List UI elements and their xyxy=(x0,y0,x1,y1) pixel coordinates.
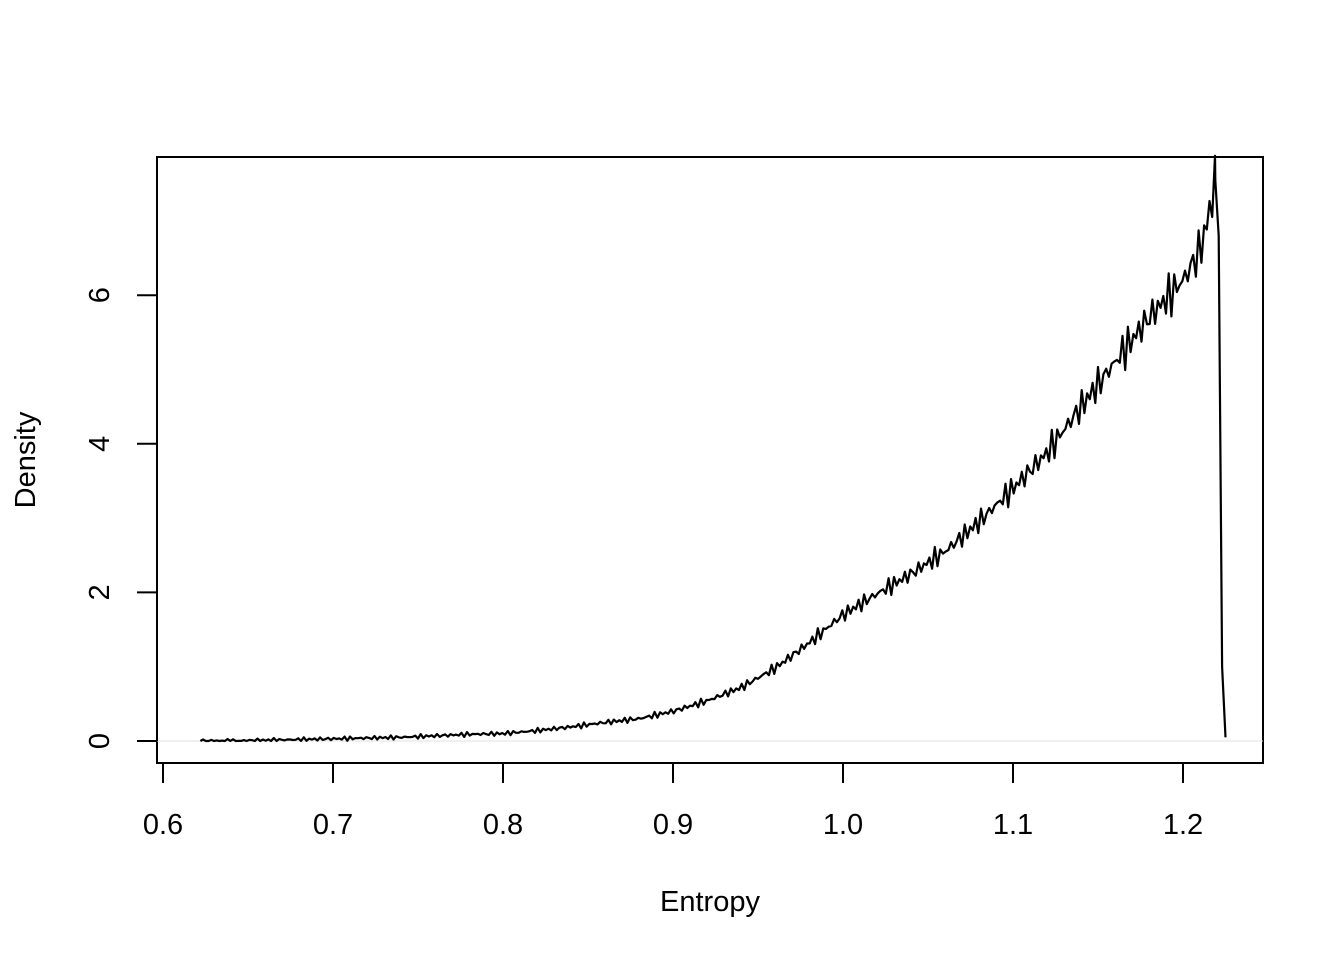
x-tick-label: 1.2 xyxy=(1163,809,1203,841)
x-tick-label: 0.9 xyxy=(653,809,693,841)
x-tick-label: 1.0 xyxy=(823,809,863,841)
x-tick-label: 1.1 xyxy=(993,809,1033,841)
x-axis: 0.6 0.7 0.8 0.9 1.0 1.1 1.2 xyxy=(143,762,1203,841)
x-tick-label: 0.6 xyxy=(143,809,183,841)
density-line xyxy=(199,154,1227,743)
y-tick-label: 2 xyxy=(84,584,116,600)
y-axis-title: Density xyxy=(10,411,42,508)
y-axis: 0 2 4 6 xyxy=(84,287,158,749)
plot-frame xyxy=(156,156,1264,764)
series-layer xyxy=(199,154,1227,743)
y-tick-label: 4 xyxy=(84,436,116,452)
x-tick-label: 0.8 xyxy=(483,809,523,841)
y-tick-label: 6 xyxy=(84,287,116,303)
x-tick-label: 0.7 xyxy=(313,809,353,841)
y-tick-label: 0 xyxy=(84,733,116,749)
x-axis-title: Entropy xyxy=(660,886,760,918)
